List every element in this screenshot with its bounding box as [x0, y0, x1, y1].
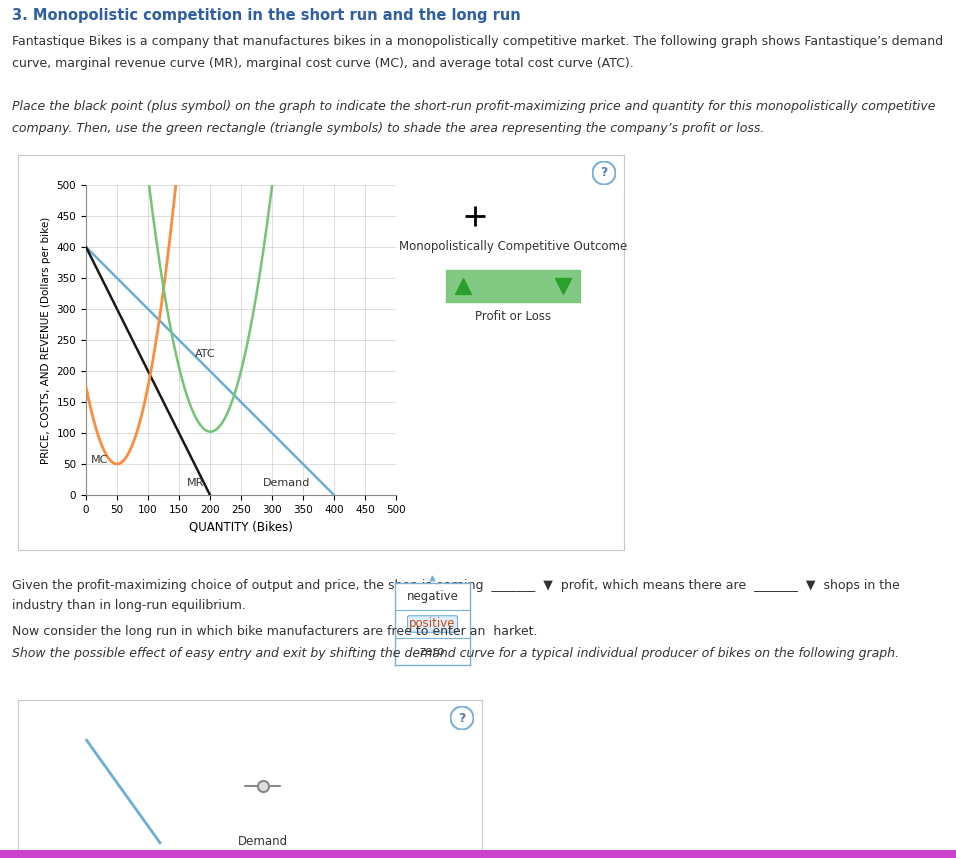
- Text: ?: ?: [600, 166, 608, 179]
- Text: Now consider the long run in which bike manufacturers are free to enter an  hark: Now consider the long run in which bike …: [12, 625, 537, 637]
- Text: ATC: ATC: [194, 348, 215, 359]
- Text: company. Then, use the green rectangle (triangle symbols) to shade the area repr: company. Then, use the green rectangle (…: [12, 122, 765, 135]
- Text: 3. Monopolistic competition in the short run and the long run: 3. Monopolistic competition in the short…: [12, 8, 521, 23]
- Y-axis label: PRICE, COSTS, AND REVENUE (Dollars per bike): PRICE, COSTS, AND REVENUE (Dollars per b…: [41, 216, 51, 463]
- Text: negative: negative: [406, 590, 459, 603]
- Text: MC: MC: [91, 456, 108, 465]
- X-axis label: QUANTITY (Bikes): QUANTITY (Bikes): [189, 520, 293, 534]
- Text: zero: zero: [420, 645, 445, 658]
- Text: Demand: Demand: [238, 835, 288, 848]
- Text: Show the possible effect of easy entry and exit by shifting the demand curve for: Show the possible effect of easy entry a…: [12, 646, 899, 660]
- Text: Given the profit-maximizing choice of output and price, the shop is earning  ___: Given the profit-maximizing choice of ou…: [12, 579, 900, 593]
- Text: MR: MR: [187, 478, 205, 487]
- Text: ?: ?: [458, 711, 466, 724]
- Text: Profit or Loss: Profit or Loss: [475, 310, 551, 323]
- Text: positive: positive: [409, 618, 456, 631]
- Bar: [445, 270, 580, 302]
- Text: curve, marginal revenue curve (MR), marginal cost curve (MC), and average total : curve, marginal revenue curve (MR), marg…: [12, 57, 634, 70]
- Text: Demand: Demand: [263, 478, 310, 487]
- Text: Monopolistically Competitive Outcome: Monopolistically Competitive Outcome: [399, 240, 627, 253]
- Text: Place the black point (plus symbol) on the graph to indicate the short-run profi: Place the black point (plus symbol) on t…: [12, 100, 936, 113]
- Text: Fantastique Bikes is a company that manufactures bikes in a monopolistically com: Fantastique Bikes is a company that manu…: [12, 35, 944, 48]
- Text: industry than in long-run equilibrium.: industry than in long-run equilibrium.: [12, 600, 246, 613]
